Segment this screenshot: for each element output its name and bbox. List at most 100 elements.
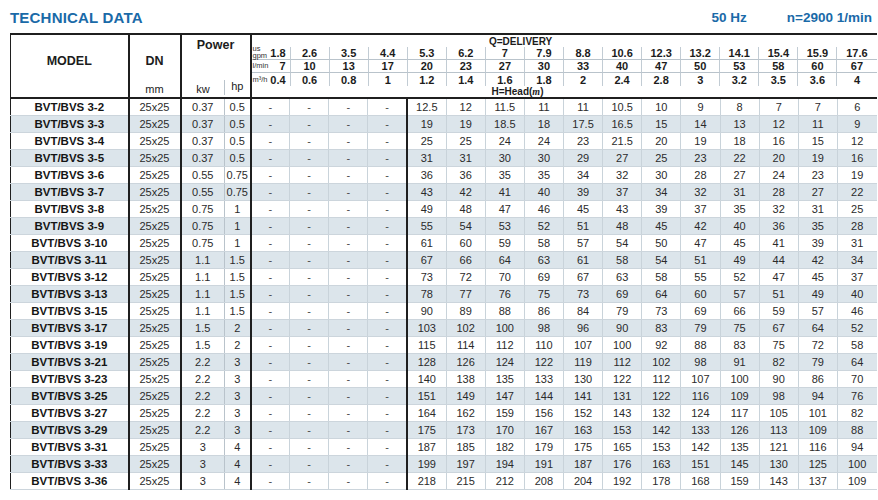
head-value-cell: 31	[837, 234, 876, 251]
head-value-cell: 36	[446, 166, 485, 183]
head-value-cell: 69	[681, 302, 720, 319]
pump-model-row: BVT/BVS 3-2725x252.23----164162159156152…	[11, 404, 877, 421]
dn-unit-label: mm	[145, 83, 163, 97]
head-value-cell: 61	[407, 234, 446, 251]
head-value-cell: 24	[524, 132, 563, 149]
power-kw-cell: 0.37	[181, 149, 225, 166]
head-value-cell: 130	[759, 455, 798, 472]
power-hp-cell: 1.5	[225, 268, 251, 285]
pump-model-row: BVT/BVS 3-1725x251.52----103102100989690…	[11, 319, 877, 336]
head-value-cell: 52	[524, 217, 563, 234]
model-name-cell: BVT/BVS 3-10	[11, 234, 129, 251]
model-name-cell: BVT/BVS 3-2	[11, 98, 129, 115]
head-value-cell: 164	[407, 404, 446, 421]
model-name-cell: BVT/BVS 3-31	[11, 438, 129, 455]
power-hp-cell: 3	[225, 404, 251, 421]
head-value-cell: 49	[407, 200, 446, 217]
hp-label: hp	[224, 80, 249, 95]
dn-cell: 25x25	[129, 319, 181, 336]
head-value-cell: 51	[681, 251, 720, 268]
head-value-cell: -	[290, 115, 329, 132]
head-value-cell: -	[329, 472, 368, 489]
head-value-cell: -	[290, 387, 329, 404]
head-value-cell: 156	[524, 404, 563, 421]
delivery-flow-value: 1.8	[525, 73, 564, 86]
head-value-cell: 121	[759, 438, 798, 455]
power-kw-cell: 3	[181, 472, 225, 489]
head-value-cell: -	[251, 353, 290, 370]
head-value-cell: 9	[681, 98, 720, 115]
head-value-cell: 60	[681, 285, 720, 302]
head-value-cell: 142	[642, 421, 681, 438]
head-value-cell: 115	[407, 336, 446, 353]
pump-model-row: BVT/BVS 3-3325x2534----19919719419118717…	[11, 455, 877, 472]
head-value-cell: 151	[407, 387, 446, 404]
head-value-cell: -	[329, 455, 368, 472]
dn-cell: 25x25	[129, 200, 181, 217]
dn-label: DN	[145, 54, 163, 68]
head-value-cell: 176	[603, 455, 642, 472]
head-value-cell: 187	[564, 455, 603, 472]
power-kw-cell: 0.75	[181, 200, 225, 217]
head-value-cell: 51	[759, 285, 798, 302]
head-value-cell: 122	[642, 387, 681, 404]
model-name-cell: BVT/BVS 3-9	[11, 217, 129, 234]
head-value-cell: 107	[564, 336, 603, 353]
head-value-cell: 64	[485, 251, 524, 268]
power-hp-cell: 3	[225, 353, 251, 370]
head-value-cell: 27	[720, 166, 759, 183]
head-value-cell: 57	[564, 234, 603, 251]
head-value-cell: -	[251, 234, 290, 251]
head-value-cell: 35	[720, 200, 759, 217]
head-value-cell: 66	[446, 251, 485, 268]
head-value-cell: 178	[642, 472, 681, 489]
head-value-cell: -	[368, 149, 407, 166]
head-value-cell: 72	[446, 268, 485, 285]
model-name-cell: BVT/BVS 3-29	[11, 421, 129, 438]
power-hp-cell: 0.5	[225, 98, 251, 115]
dn-cell: 25x25	[129, 387, 181, 404]
head-value-cell: 64	[642, 285, 681, 302]
dn-cell: 25x25	[129, 149, 181, 166]
head-value-cell: 66	[720, 302, 759, 319]
head-value-cell: 88	[681, 336, 720, 353]
pump-model-row: BVT/BVS 3-2125x252.23----128126124122119…	[11, 353, 877, 370]
head-value-cell: 48	[603, 217, 642, 234]
power-kw-cell: 2.2	[181, 387, 225, 404]
head-value-cell: 175	[407, 421, 446, 438]
head-value-cell: 46	[837, 302, 876, 319]
head-value-cell: 25	[642, 149, 681, 166]
head-value-cell: 45	[642, 217, 681, 234]
head-value-cell: 59	[759, 302, 798, 319]
dn-cell: 25x25	[129, 166, 181, 183]
power-kw-cell: 0.37	[181, 98, 225, 115]
power-kw-cell: 0.55	[181, 166, 225, 183]
head-value-cell: 47	[759, 268, 798, 285]
head-value-cell: -	[251, 319, 290, 336]
model-name-cell: BVT/BVS 3-6	[11, 166, 129, 183]
head-value-cell: 19	[681, 132, 720, 149]
head-value-cell: 42	[798, 251, 837, 268]
head-value-cell: -	[368, 387, 407, 404]
head-value-cell: -	[251, 200, 290, 217]
head-value-cell: 170	[485, 421, 524, 438]
head-value-cell: -	[329, 353, 368, 370]
head-value-cell: 30	[485, 149, 524, 166]
head-value-cell: 34	[837, 251, 876, 268]
head-value-cell: -	[329, 438, 368, 455]
dn-cell: 25x25	[129, 183, 181, 200]
head-value-cell: 12.5	[407, 98, 446, 115]
head-value-cell: -	[251, 217, 290, 234]
head-value-cell: 163	[642, 455, 681, 472]
pump-model-row: BVT/BVS 3-1125x251.11.5----6766646361585…	[11, 251, 877, 268]
head-value-cell: 208	[524, 472, 563, 489]
head-value-cell: 13	[720, 115, 759, 132]
power-hp-cell: 1.5	[225, 251, 251, 268]
head-value-cell: 58	[837, 336, 876, 353]
head-value-cell: 86	[524, 302, 563, 319]
dn-cell: 25x25	[129, 251, 181, 268]
delivery-unit-grid: us gpm1.82.63.54.45.36.277.98.810.612.31…	[252, 47, 877, 86]
head-value-cell: -	[251, 115, 290, 132]
power-hp-cell: 1	[225, 200, 251, 217]
head-value-cell: -	[251, 98, 290, 115]
